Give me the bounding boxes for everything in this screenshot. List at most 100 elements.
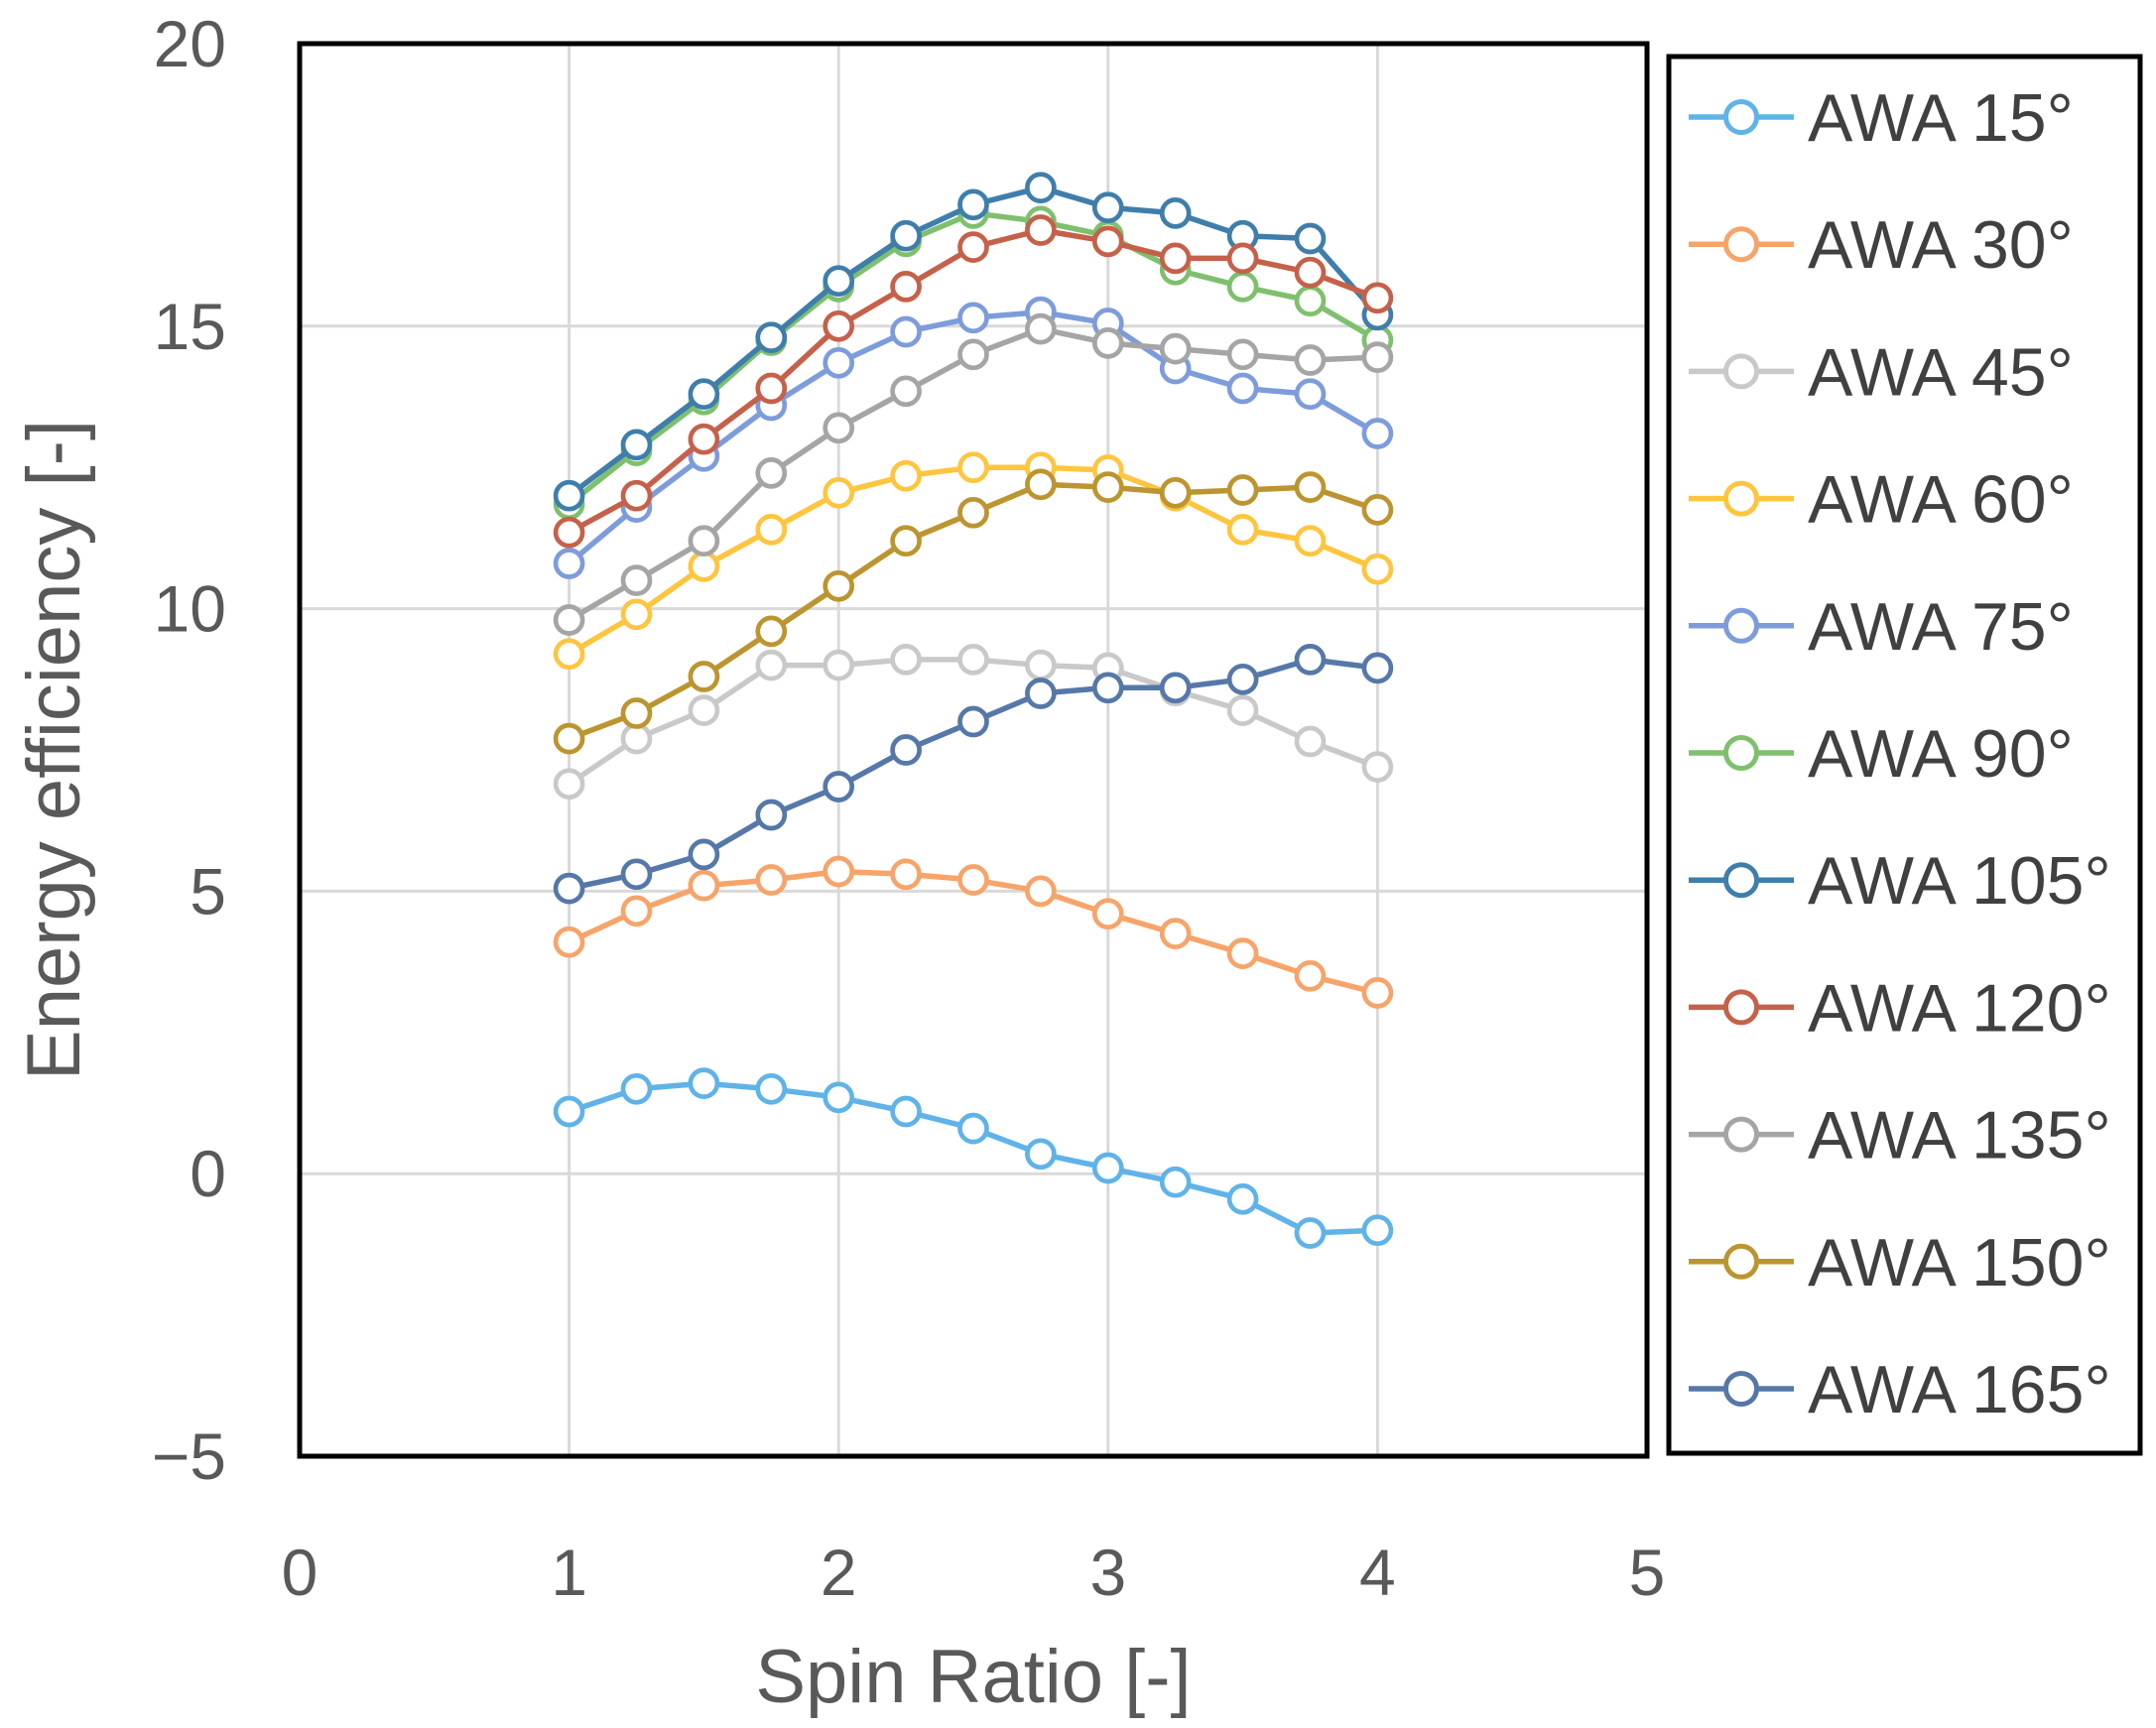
legend-label-awa-15: AWA 15° [1808, 80, 2074, 156]
data-point-awa-150-x2.25 [890, 525, 922, 557]
series-awa-75 [553, 296, 1394, 579]
data-point-awa-120-x1.25 [620, 479, 653, 512]
data-point-awa-165-x3.5 [1226, 663, 1259, 695]
legend-label-awa-105: AWA 105° [1808, 843, 2111, 919]
legend-marker-icon-awa-75 [1723, 607, 1759, 644]
data-point-awa-75-x2.25 [890, 315, 922, 348]
legend-label-awa-90: AWA 90° [1808, 716, 2074, 792]
data-point-awa-15-x2.75 [1025, 1138, 1057, 1171]
data-point-awa-165-x3.75 [1294, 644, 1327, 676]
data-point-awa-105-x3.25 [1159, 197, 1192, 229]
data-point-awa-60-x1.75 [755, 514, 788, 546]
data-point-awa-45-x3.75 [1294, 725, 1327, 758]
series-awa-135 [553, 312, 1394, 636]
data-point-awa-15-x3.75 [1294, 1217, 1327, 1249]
legend-item-awa-15: AWA 15° [1689, 80, 2074, 156]
data-point-awa-150-x3.25 [1159, 476, 1192, 509]
data-point-awa-135-x1.75 [755, 457, 788, 489]
legend-item-awa-60: AWA 60° [1689, 462, 2074, 538]
x-axis-title: Spin Ratio [-] [755, 1635, 1191, 1719]
data-point-awa-150-x2 [823, 569, 855, 602]
data-point-awa-15-x3.25 [1159, 1166, 1192, 1198]
data-point-awa-45-x1 [553, 768, 585, 801]
data-point-awa-15-x2 [823, 1081, 855, 1114]
data-point-awa-120-x2.75 [1025, 214, 1057, 246]
x-tick-label-5: 5 [1629, 1536, 1666, 1609]
data-point-awa-150-x2.75 [1025, 468, 1057, 501]
data-point-awa-120-x3.75 [1294, 256, 1327, 289]
legend-item-awa-30: AWA 30° [1689, 207, 2074, 283]
data-point-awa-150-x1.25 [620, 697, 653, 729]
data-point-awa-105-x2.25 [890, 219, 922, 252]
legend-item-awa-165: AWA 165° [1689, 1352, 2111, 1427]
x-tick-label-4: 4 [1359, 1536, 1396, 1609]
x-tick-label-2: 2 [821, 1536, 857, 1609]
data-point-awa-105-x1.5 [688, 378, 720, 411]
data-point-awa-135-x3.25 [1159, 332, 1192, 365]
series-awa-60 [553, 451, 1394, 671]
data-point-awa-15-x3 [1091, 1152, 1124, 1184]
data-point-awa-150-x3.5 [1226, 474, 1259, 506]
data-point-awa-75-x4 [1361, 418, 1394, 449]
data-point-awa-45-x2.75 [1025, 649, 1057, 681]
data-point-awa-30-x3.5 [1226, 937, 1259, 969]
legend-label-awa-45: AWA 45° [1808, 334, 2074, 410]
data-point-awa-135-x4 [1361, 341, 1394, 373]
plot-border [297, 41, 1650, 1459]
data-point-awa-120-x1.75 [755, 372, 788, 405]
data-point-awa-15-x4 [1361, 1214, 1394, 1247]
data-point-awa-30-x1.25 [620, 895, 653, 927]
legend-marker-icon-awa-135 [1723, 1116, 1759, 1153]
data-point-awa-150-x1.5 [688, 661, 720, 692]
legend-marker-icon-awa-165 [1723, 1371, 1759, 1407]
series-awa-120 [553, 214, 1394, 549]
data-point-awa-120-x2.25 [890, 271, 922, 303]
data-point-awa-45-x1.25 [620, 722, 653, 755]
data-point-awa-135-x2 [823, 412, 855, 444]
legend-label-awa-60: AWA 60° [1808, 462, 2074, 538]
data-point-awa-105-x1.25 [620, 429, 653, 461]
legend-label-awa-120: AWA 120° [1808, 970, 2111, 1046]
data-point-awa-30-x2 [823, 855, 855, 888]
series-awa-150 [553, 468, 1394, 755]
legend-label-awa-165: AWA 165° [1808, 1352, 2111, 1427]
data-point-awa-165-x1.75 [755, 799, 788, 831]
data-point-awa-105-x2.5 [957, 188, 989, 221]
data-point-awa-165-x2.25 [890, 734, 922, 766]
data-point-awa-165-x4 [1361, 652, 1394, 684]
data-point-awa-150-x1 [553, 722, 585, 755]
data-point-awa-75-x2 [823, 346, 855, 379]
data-point-awa-75-x3.5 [1226, 372, 1259, 405]
y-tick-label-15: 15 [154, 290, 226, 363]
data-point-awa-120-x3 [1091, 225, 1124, 258]
legend-marker-icon-awa-105 [1723, 862, 1759, 899]
data-point-awa-120-x3.25 [1159, 242, 1192, 275]
legend-label-awa-135: AWA 135° [1808, 1098, 2111, 1173]
data-point-awa-165-x1.5 [688, 838, 720, 871]
data-point-awa-30-x4 [1361, 977, 1394, 1009]
series-awa-165 [553, 644, 1394, 905]
legend-marker-icon-awa-120 [1723, 989, 1759, 1026]
data-point-awa-105-x2 [823, 265, 855, 298]
data-point-awa-75-x1 [553, 548, 585, 579]
plot-series [553, 172, 1394, 1249]
axis-tick-labels: −5 0 5 10 15 20 0 1 2 3 4 5 [152, 7, 1666, 1609]
data-point-awa-90-x3.75 [1294, 285, 1327, 317]
data-point-awa-165-x1 [553, 872, 585, 905]
data-point-awa-15-x1.25 [620, 1072, 653, 1105]
data-point-awa-45-x1.5 [688, 694, 720, 726]
legend-marker-icon-awa-60 [1723, 480, 1759, 517]
legend-marker-icon-awa-45 [1723, 353, 1759, 390]
legend-marker-icon-awa-90 [1723, 735, 1759, 771]
data-point-awa-30-x3.25 [1159, 918, 1192, 949]
data-point-awa-135-x1.5 [688, 525, 720, 557]
legend-item-awa-105: AWA 105° [1689, 843, 2111, 919]
data-point-awa-105-x3 [1091, 191, 1124, 224]
data-point-awa-30-x1 [553, 926, 585, 958]
y-tick-label--5: −5 [152, 1419, 226, 1493]
data-point-awa-165-x3 [1091, 672, 1124, 704]
data-point-awa-120-x2.5 [957, 231, 989, 263]
data-point-awa-90-x3.5 [1226, 271, 1259, 303]
